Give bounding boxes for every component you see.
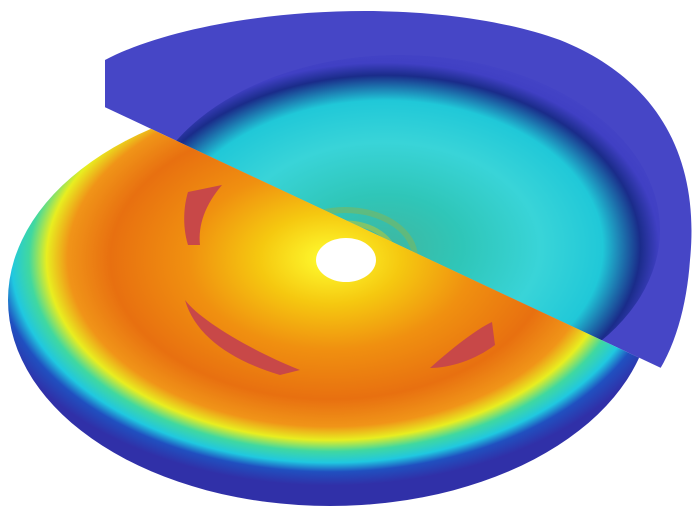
center-hole [316, 238, 376, 282]
hot-region [430, 322, 495, 368]
hot-region [185, 300, 300, 375]
hot-region [184, 185, 222, 245]
